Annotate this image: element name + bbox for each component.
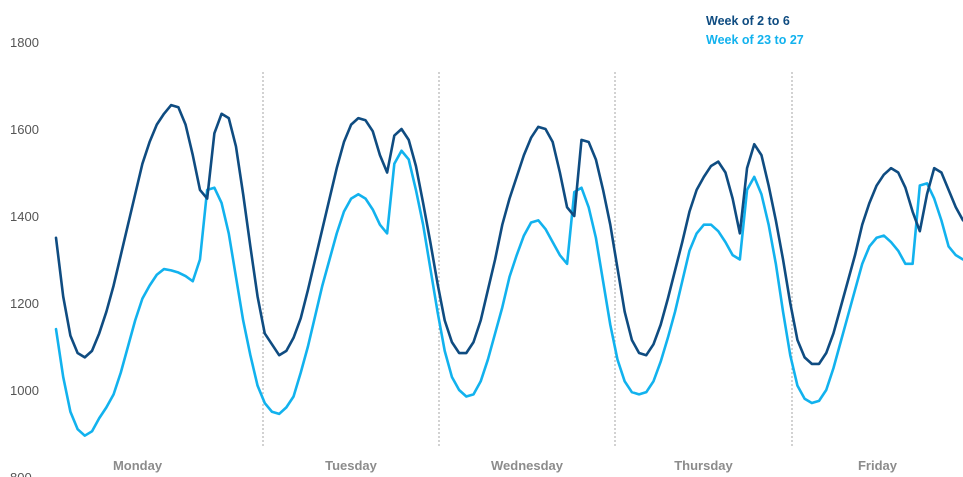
x-category-label: Friday [858, 458, 898, 473]
y-tick-label: 1600 [10, 122, 39, 137]
legend-entry-series-2: Week of 23 to 27 [706, 33, 804, 47]
y-axis-ticks: 800 1000 1200 1400 1600 1800 [10, 35, 39, 477]
x-category-label: Monday [113, 458, 163, 473]
series-lines [54, 103, 963, 437]
x-category-label: Thursday [674, 458, 733, 473]
y-tick-label: 1200 [10, 296, 39, 311]
y-tick-label: 1400 [10, 209, 39, 224]
x-axis-categories: Monday Tuesday Wednesday Thursday Friday [113, 458, 898, 473]
x-category-label: Wednesday [491, 458, 564, 473]
legend: Week of 2 to 6 Week of 23 to 27 [706, 14, 804, 47]
x-category-label: Tuesday [325, 458, 378, 473]
day-separators [262, 72, 793, 448]
y-tick-label: 1000 [10, 383, 39, 398]
legend-entry-series-1: Week of 2 to 6 [706, 14, 790, 28]
series-line-2 [54, 149, 963, 437]
y-tick-label: 800 [10, 470, 32, 477]
series-line-1 [54, 103, 963, 366]
y-tick-label: 1800 [10, 35, 39, 50]
